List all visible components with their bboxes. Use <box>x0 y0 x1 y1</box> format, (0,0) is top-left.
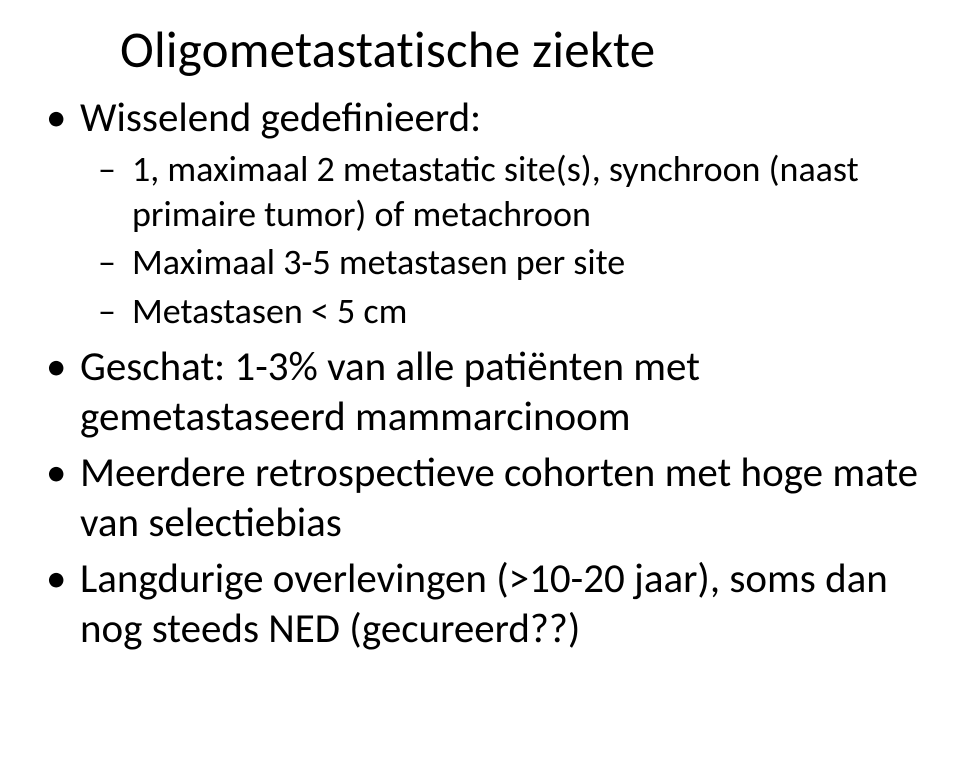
bullet-text: Geschat: 1-3% van alle patiënten met gem… <box>80 342 700 442</box>
sub-bullet-text: Metastasen < 5 cm <box>132 289 407 333</box>
sub-bullet-list: 1, maximaal 2 metastatic site(s), synchr… <box>80 147 920 334</box>
sub-bullet-text: Maximaal 3-5 metastasen per site <box>132 240 625 284</box>
slide: Oligometastatische ziekte Wisselend gede… <box>0 0 960 771</box>
bullet-item: Wisselend gedefinieerd: 1, maximaal 2 me… <box>40 93 920 334</box>
bullet-text: Wisselend gedefinieerd: <box>80 93 481 143</box>
bullet-text: Langdurige overlevingen (>10-20 jaar), s… <box>80 554 888 654</box>
bullet-item: Geschat: 1-3% van alle patiënten met gem… <box>40 342 920 442</box>
bullet-text: Meerdere retrospectieve cohorten met hog… <box>80 448 918 548</box>
bullet-list: Wisselend gedefinieerd: 1, maximaal 2 me… <box>40 93 920 654</box>
bullet-item: Langdurige overlevingen (>10-20 jaar), s… <box>40 554 920 654</box>
sub-bullet-item: Metastasen < 5 cm <box>80 289 920 334</box>
sub-bullet-item: 1, maximaal 2 metastatic site(s), synchr… <box>80 147 920 236</box>
slide-title: Oligometastatische ziekte <box>120 18 920 81</box>
sub-bullet-item: Maximaal 3-5 metastasen per site <box>80 240 920 285</box>
sub-bullet-text: 1, maximaal 2 metastatic site(s), synchr… <box>132 147 859 236</box>
bullet-item: Meerdere retrospectieve cohorten met hog… <box>40 448 920 548</box>
